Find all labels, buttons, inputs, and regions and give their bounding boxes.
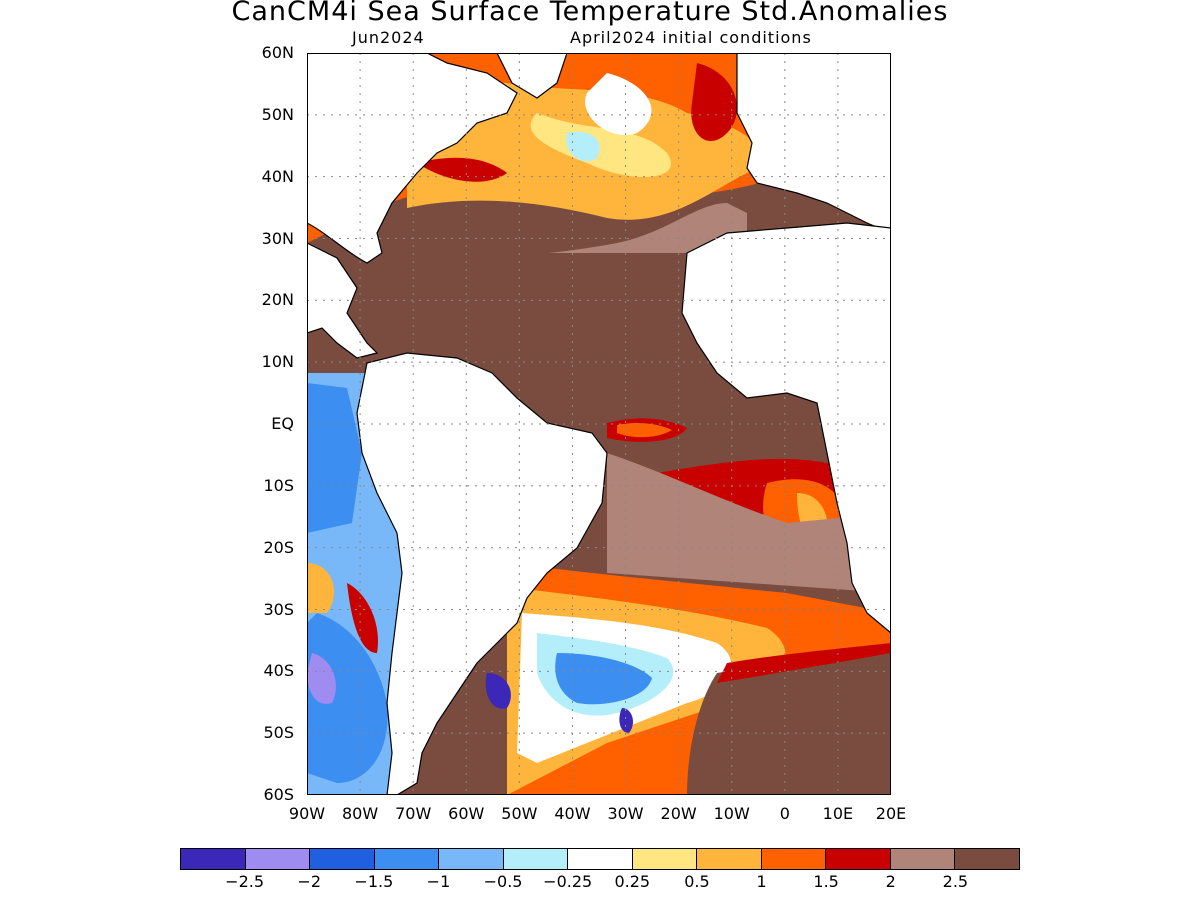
initial-conditions-label: April2024 initial conditions [570,28,812,47]
forecast-month-label: Jun2024 [352,28,425,47]
land-africa [681,222,891,634]
lat-label: 10S [263,475,294,495]
colorbar-label: 0.5 [684,872,710,891]
lon-label: 20E [875,804,907,823]
anomaly-region-pacific-neg1 [307,383,362,533]
colorbar-swatch [439,849,504,869]
anomaly-region-mid-2p5-band [607,453,891,593]
lat-label: 30S [263,599,294,619]
lat-label: 60N [261,43,294,62]
colorbar-swatch [310,849,375,869]
lat-label: 20S [263,537,294,557]
anomaly-region-eq-warm-core [617,422,672,438]
lon-label: 10W [713,804,750,823]
colorbar-swatch [761,849,827,869]
land-central-america [307,242,379,359]
anomaly-region-se-2-rim [717,643,891,683]
lat-label: 40S [263,661,294,681]
anomaly-region-se-deep-2p5 [687,653,891,795]
colorbar-swatch [632,849,698,869]
colorbar-swatch [374,849,440,869]
lon-label: 50W [501,804,538,823]
lon-label: 60W [448,804,485,823]
colorbar [180,848,1020,870]
lat-label: 50S [263,723,294,743]
lon-label: 70W [395,804,432,823]
lat-label: 30N [261,228,294,248]
lon-label: 10E [822,804,854,823]
colorbar-swatch [568,849,633,869]
anomaly-region-pacific-warm [347,583,378,653]
anomaly-region-pacific-warm2 [307,563,335,613]
colorbar-swatch [955,849,1019,869]
colorbar-label: 2 [885,872,896,891]
colorbar-label: 2.5 [942,872,969,891]
colorbar-swatch [826,849,891,869]
colorbar-swatch [890,849,956,869]
anomaly-region-pacific-neg15 [307,613,388,783]
anomaly-region-south-neg1 [555,653,652,705]
lat-label: 10N [261,352,294,372]
colorbar-swatch [245,849,311,869]
colorbar-label: −2.5 [225,872,265,891]
colorbar-label: 0.25 [614,872,651,891]
colorbar-swatch [503,849,569,869]
colorbar-label: 1 [756,872,767,891]
colorbar-label: 1.5 [813,872,839,891]
colorbar-label: −1.5 [354,872,394,891]
colorbar-label: −0.5 [483,872,523,891]
lat-label: 20N [261,290,294,310]
lon-label: 80W [341,804,379,823]
land-greenland-iceland [496,53,568,99]
colorbar-label: −0.25 [543,872,593,891]
land-north-america [307,53,518,264]
lat-label: EQ [271,414,294,433]
anomaly-region-pacific-neg2 [307,653,336,704]
lon-label: 90W [288,804,326,823]
sst-anomaly-map [307,53,891,795]
anomaly-region-north-05 [530,113,671,177]
lat-label: 40N [261,166,294,186]
colorbar-label: −2 [297,872,322,891]
land-south-america [356,352,608,795]
map-title: CanCM4i Sea Surface Temperature Std.Anom… [231,0,949,27]
anomaly-region-north-025 [585,73,652,135]
colorbar-swatch [181,849,246,869]
lon-label: 20W [660,804,697,823]
lat-label: 60S [263,785,294,804]
anomaly-region-south-neg2b [619,708,633,733]
lon-label: 30W [607,804,644,823]
map-gridlines [307,53,891,795]
anomaly-region-north-2-west [417,157,507,182]
lat-label: 50N [261,104,294,124]
lon-label: 0 [779,804,790,823]
colorbar-label: −1 [426,872,451,891]
anomaly-region-north-neg [566,131,600,162]
colorbar-swatch [697,849,762,869]
anomaly-region-south-neg2 [485,673,511,709]
anomaly-region-north-2 [691,63,737,142]
lon-label: 40W [554,804,591,823]
land-europe [736,53,891,234]
